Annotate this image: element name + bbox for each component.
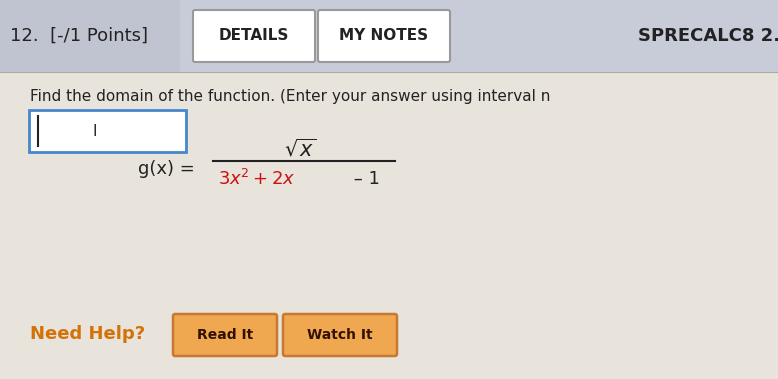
Text: Find the domain of the function. (Enter your answer using interval n: Find the domain of the function. (Enter … — [30, 89, 550, 105]
Text: SPRECALC8 2.: SPRECALC8 2. — [638, 27, 778, 45]
FancyBboxPatch shape — [193, 10, 315, 62]
Bar — [0, 0, 180, 72]
Text: MY NOTES: MY NOTES — [339, 28, 429, 44]
Text: 12.  [-/1 Points]: 12. [-/1 Points] — [10, 27, 148, 45]
Text: Watch It: Watch It — [307, 328, 373, 342]
Bar — [0, 0, 778, 72]
FancyBboxPatch shape — [318, 10, 450, 62]
Text: $3x^2 + 2x$: $3x^2 + 2x$ — [218, 169, 296, 189]
FancyBboxPatch shape — [173, 314, 277, 356]
Text: I: I — [93, 124, 97, 138]
Text: – 1: – 1 — [348, 170, 380, 188]
Text: Read It: Read It — [197, 328, 253, 342]
Text: $\sqrt{x}$: $\sqrt{x}$ — [283, 138, 317, 160]
FancyBboxPatch shape — [283, 314, 397, 356]
FancyBboxPatch shape — [29, 110, 186, 152]
Text: Need Help?: Need Help? — [30, 325, 145, 343]
Text: g(x) =: g(x) = — [138, 160, 195, 178]
Text: DETAILS: DETAILS — [219, 28, 289, 44]
